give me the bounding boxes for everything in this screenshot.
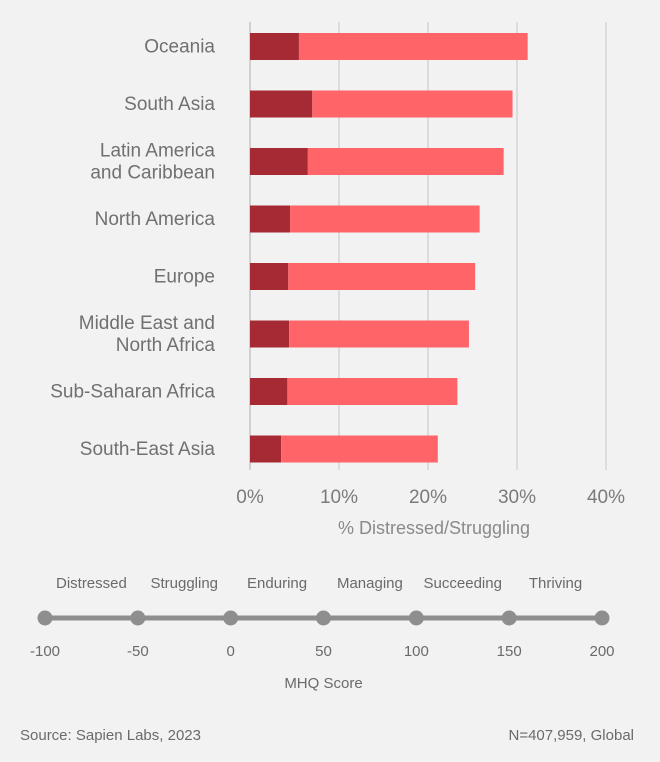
mhq-category-label: Distressed	[56, 575, 127, 592]
mhq-tick-label: 50	[315, 643, 332, 660]
bar-distressed	[250, 320, 290, 348]
mhq-category-label: Thriving	[529, 575, 582, 592]
mhq-scale-dot	[501, 610, 517, 626]
x-tick-label: 20%	[409, 487, 447, 508]
mhq-category-label: Enduring	[247, 575, 307, 592]
mhq-scale-dot	[408, 610, 424, 626]
bar-struggling	[289, 320, 469, 348]
bar-distressed	[250, 90, 313, 118]
bar-distressed	[250, 205, 291, 233]
bar-struggling	[287, 378, 458, 405]
bar-struggling	[298, 33, 528, 60]
category-label: Middle East and North Africa	[79, 313, 216, 356]
mhq-scale-dot	[223, 610, 239, 626]
category-label: Latin America and Caribbean	[90, 141, 215, 184]
category-label: Oceania	[144, 37, 215, 58]
x-tick-label: 30%	[498, 487, 536, 508]
source-note: Source: Sapien Labs, 2023	[20, 727, 201, 744]
mhq-tick-label: 150	[497, 643, 522, 660]
category-label: South-East Asia	[80, 439, 216, 460]
sample-size-note: N=407,959, Global	[508, 727, 634, 744]
bar-struggling	[281, 435, 438, 463]
bar-struggling	[290, 205, 480, 233]
bar-distressed	[250, 33, 299, 60]
mhq-scale-title: MHQ Score	[284, 675, 362, 692]
bar-distressed	[250, 263, 289, 290]
x-tick-label: 10%	[320, 487, 358, 508]
bar-distressed	[250, 378, 288, 405]
bar-struggling	[288, 263, 476, 290]
mhq-tick-label: 0	[226, 643, 234, 660]
mhq-tick-label: -100	[30, 643, 60, 660]
mhq-category-label: Managing	[337, 575, 403, 592]
category-label: South Asia	[124, 94, 215, 115]
category-label: North America	[95, 209, 216, 230]
mhq-scale-dot	[594, 610, 610, 626]
mhq-tick-label: 100	[404, 643, 429, 660]
bar-distressed	[250, 435, 282, 463]
mhq-tick-label: -50	[127, 643, 149, 660]
mhq-scale-dot	[37, 610, 53, 626]
mhq-scale-dot	[316, 610, 331, 626]
category-label: Europe	[154, 267, 215, 288]
bar-distressed	[250, 148, 308, 175]
category-label: Sub-Saharan Africa	[50, 382, 215, 403]
mhq-category-label: Struggling	[150, 575, 218, 592]
x-axis-title: % Distressed/Struggling	[338, 518, 530, 538]
mhq-scale-dot	[130, 610, 146, 626]
x-tick-label: 40%	[587, 487, 625, 508]
x-tick-label: 0%	[236, 487, 264, 508]
mhq-tick-label: 200	[589, 643, 614, 660]
mhq-category-label: Succeeding	[424, 575, 502, 592]
bar-struggling	[307, 148, 504, 175]
bar-struggling	[312, 90, 513, 118]
